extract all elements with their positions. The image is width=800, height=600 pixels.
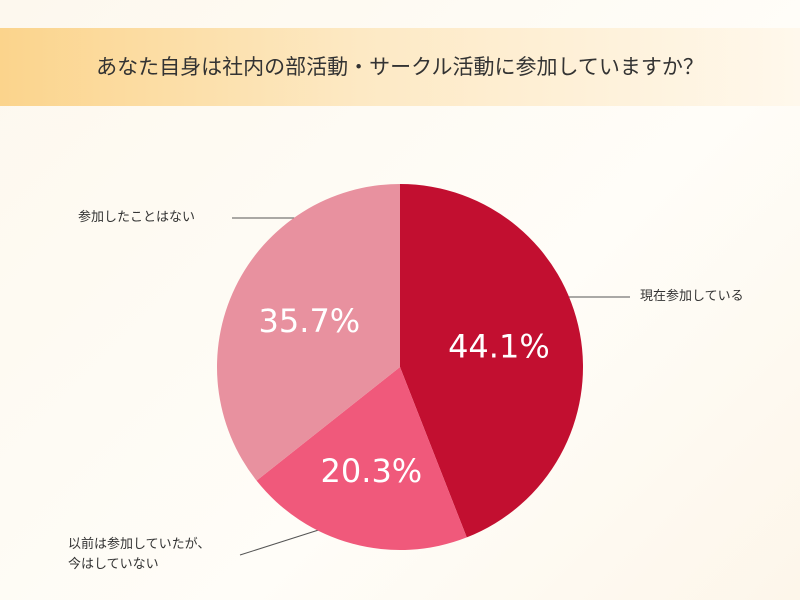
category-label: 以前は参加していたが、 今はしていない [68, 537, 211, 572]
value-label: 35.7% [259, 302, 361, 340]
pie-slice [216, 184, 400, 481]
title-band [0, 28, 800, 106]
category-label: 参加したことはない [78, 210, 196, 225]
category-label: 現在参加している [640, 289, 744, 304]
pie-slice [400, 184, 583, 538]
pie-slice [256, 367, 467, 550]
value-label: 20.3% [321, 452, 423, 490]
chart-title: あなた自身は社内の部活動・サークル活動に参加していますか？ [96, 55, 704, 79]
value-label: 44.1% [448, 327, 550, 365]
